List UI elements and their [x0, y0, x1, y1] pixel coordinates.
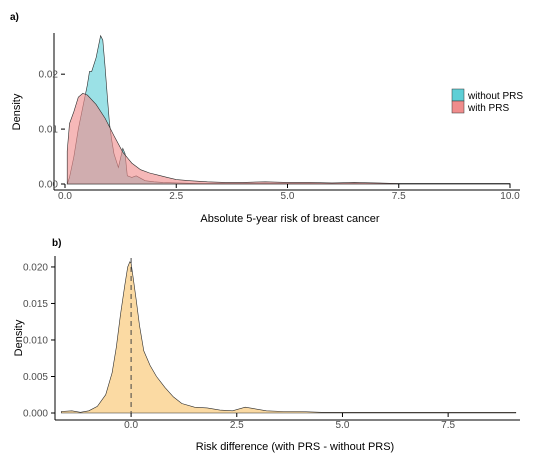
- panel-a-y-axis-title: Density: [11, 93, 23, 130]
- panel-a-density-areas: [66, 34, 511, 185]
- panel-b-x-ticks: 0.0 2.5 5.0 7.5: [124, 413, 456, 431]
- panel-b-x-axis-title: Risk difference (with PRS - without PRS): [196, 441, 394, 453]
- legend-swatch-without-prs: [451, 88, 465, 102]
- panel-a-x-ticks: 0.0 2.5 5.0 7.5 10.0: [58, 184, 520, 202]
- panel-b-label: b): [52, 238, 61, 249]
- panel-b-y-tick-label: 0.005: [23, 372, 48, 383]
- panel-a: a) 0.0 2.5 5.0 7.5 10.0 0.00 0.01 0.02 Absolut…: [10, 12, 523, 225]
- panel-b-density-area-series-0: [61, 261, 517, 414]
- panel-b-y-tick-label: 0.015: [23, 299, 48, 310]
- panel-b-x-tick-label: 7.5: [441, 420, 455, 431]
- panel-b-x-tick-label: 5.0: [336, 420, 350, 431]
- panel-a-x-tick-label: 2.5: [169, 191, 183, 202]
- panel-a-y-ticks: 0.00 0.01 0.02: [39, 70, 65, 191]
- legend-label-with-prs: with PRS: [467, 103, 509, 114]
- panel-a-y-tick-label: 0.02: [39, 70, 59, 81]
- panel-b-x-tick-label: 0.0: [124, 420, 138, 431]
- panel-b-y-tick-label: 0.000: [23, 409, 48, 420]
- panel-a-y-tick-label: 0.00: [39, 180, 59, 191]
- panel-b-y-ticks: 0.000 0.005 0.010 0.015 0.020: [23, 262, 55, 420]
- panel-a-density-area-without-prs: [66, 34, 511, 185]
- panel-b-y-axis-title: Density: [13, 319, 25, 356]
- panel-b-density-area: [61, 261, 517, 414]
- legend-label-without-prs: without PRS: [467, 91, 523, 102]
- panel-b-y-tick-label: 0.010: [23, 335, 48, 346]
- panel-a-x-tick-label: 0.0: [58, 191, 72, 202]
- legend: without PRS with PRS: [451, 88, 523, 114]
- legend-swatch-with-prs: [451, 100, 465, 114]
- panel-b: b) 0.0 2.5 5.0 7.5 0.000 0.005 0.010 0.015 0.02…: [13, 238, 520, 453]
- panel-b-x-tick-label: 2.5: [230, 420, 244, 431]
- panel-a-density-area-with-prs: [66, 93, 511, 185]
- panel-a-x-axis-title: Absolute 5-year risk of breast cancer: [200, 213, 379, 225]
- panel-a-x-tick-label: 5.0: [281, 191, 295, 202]
- panel-a-label: a): [10, 12, 19, 23]
- panel-a-x-tick-label: 7.5: [392, 191, 406, 202]
- panel-b-y-tick-label: 0.020: [23, 262, 48, 273]
- panel-a-y-tick-label: 0.01: [39, 125, 59, 136]
- panel-a-x-tick-label: 10.0: [500, 191, 520, 202]
